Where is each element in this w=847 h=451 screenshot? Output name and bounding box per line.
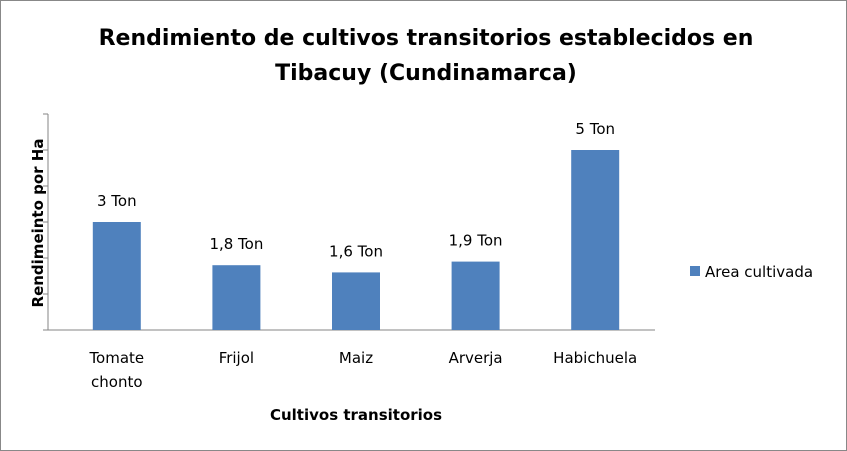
- bar: [451, 261, 500, 330]
- x-axis-title: Cultivos transitorios: [270, 406, 442, 424]
- bar: [332, 272, 380, 330]
- x-tick-label: Tomate chonto: [89, 349, 145, 391]
- bar: [212, 265, 261, 330]
- value-label: 1,9 Ton: [449, 232, 503, 250]
- value-label: 1,6 Ton: [329, 242, 383, 260]
- legend-swatch: [690, 266, 700, 276]
- bar: [571, 150, 620, 330]
- x-tick-label: Arverja: [448, 349, 503, 367]
- bar: [92, 222, 141, 330]
- value-label: 5 Ton: [575, 120, 615, 138]
- value-label: 1,8 Ton: [209, 235, 263, 253]
- value-label: 3 Ton: [97, 192, 137, 210]
- legend-label: Area cultivada: [705, 263, 813, 281]
- x-tick-label: Maiz: [338, 349, 374, 367]
- chart-title: Rendimiento de cultivos transitorios est…: [98, 26, 754, 86]
- x-tick-label: Habichuela: [553, 349, 638, 367]
- x-tick-label: Frijol: [218, 349, 255, 367]
- y-axis-title: Rendimeinto por Ha: [29, 139, 47, 308]
